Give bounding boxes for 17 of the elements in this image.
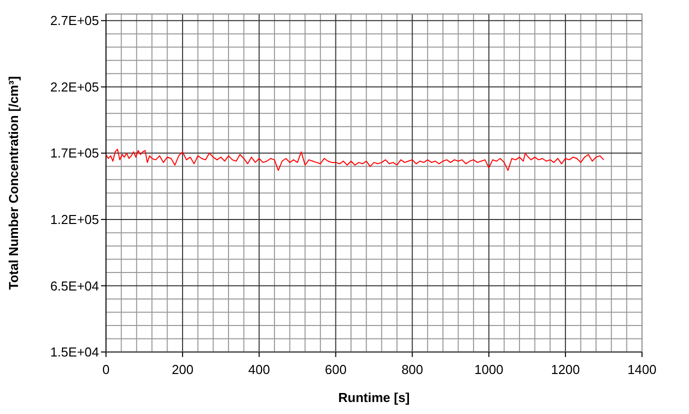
y-axis-title: Total Number Concentration [/cm³] [6, 76, 21, 290]
x-tick-label: 1200 [550, 362, 580, 377]
x-tick-label: 200 [172, 362, 194, 377]
x-tick-label: 600 [324, 362, 347, 377]
x-tick-label: 1000 [474, 362, 504, 377]
x-axis-title: Runtime [s] [338, 390, 410, 405]
x-tick-label: 400 [248, 362, 270, 377]
line-series [106, 148, 604, 171]
y-tick-label: 2.2E+05 [50, 79, 99, 94]
y-tick-label: 6.5E+04 [50, 278, 99, 294]
y-tick-label: 2.7E+05 [50, 13, 99, 28]
x-tick-label: 0 [102, 362, 110, 377]
y-tick-label: 1.5E+04 [50, 344, 99, 360]
x-tick-label: 1400 [628, 362, 656, 377]
y-tick-label: 1.7E+05 [50, 146, 99, 161]
x-tick-label: 800 [401, 362, 424, 377]
y-tick-label: 1.2E+05 [50, 212, 99, 227]
